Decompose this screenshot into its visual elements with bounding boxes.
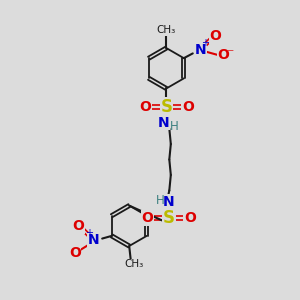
Text: N: N <box>88 233 100 248</box>
Text: ⁻: ⁻ <box>226 47 233 61</box>
Text: O: O <box>182 100 194 114</box>
Text: H: H <box>156 194 165 207</box>
Text: CH₃: CH₃ <box>157 25 176 35</box>
Text: +: + <box>85 228 93 238</box>
Text: O: O <box>141 211 153 225</box>
Text: O: O <box>210 29 222 43</box>
Text: S: S <box>160 98 172 116</box>
Text: S: S <box>163 209 175 227</box>
Text: N: N <box>163 195 175 209</box>
Text: O: O <box>73 219 84 233</box>
Text: +: + <box>201 38 209 48</box>
Text: N: N <box>158 116 170 130</box>
Text: CH₃: CH₃ <box>124 259 144 269</box>
Text: O: O <box>139 100 151 114</box>
Text: O: O <box>69 245 81 260</box>
Text: O: O <box>218 48 229 62</box>
Text: O: O <box>184 211 196 225</box>
Text: N: N <box>194 43 206 57</box>
Text: H: H <box>170 120 179 133</box>
